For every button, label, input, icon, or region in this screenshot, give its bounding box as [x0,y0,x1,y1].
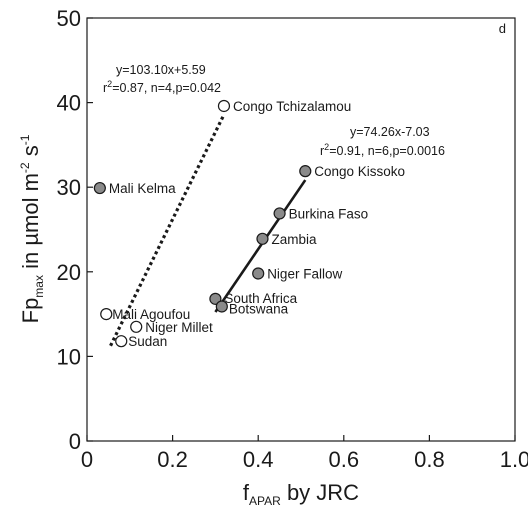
point-label: Botswana [229,301,289,316]
x-axis-ticks: 0 0.2 0.4 0.6 0.8 1.0 [81,435,528,472]
point-label: Zambia [271,232,317,247]
y-tick-label: 50 [57,6,81,31]
data-point [256,232,269,245]
data-point [299,165,312,178]
data-point [273,207,286,220]
y-tick-label: 40 [57,91,81,116]
point-label: Burkina Faso [289,206,369,221]
point-label: Mali Agoufou [112,307,190,322]
y-axis-ticks: 0 10 20 30 40 50 [57,6,93,454]
x-tick-label: 1.0 [500,447,528,472]
point-label: Sudan [128,334,167,349]
data-point [252,267,265,280]
y-tick-label: 30 [57,175,81,200]
data-point [93,181,106,195]
data-points [93,99,312,348]
panel-label: d [499,21,506,36]
point-label: Congo Tchizalamou [233,99,351,114]
data-point [130,320,143,333]
point-label: South Africa [224,291,297,306]
x-axis-title: fAPAR by JRC [243,480,359,508]
stats-dotted: r2=0.87, n=4,p=0.042 [103,79,221,95]
data-point [217,99,231,113]
y-tick-label: 20 [57,260,81,285]
x-tick-label: 0.2 [157,447,188,472]
x-tick-label: 0.4 [243,447,274,472]
x-tick-label: 0.8 [414,447,445,472]
x-tick-label: 0.6 [329,447,360,472]
y-tick-label: 0 [69,429,81,454]
x-tick-label: 0 [81,447,93,472]
data-point [100,308,113,321]
data-point [115,335,128,348]
point-label: Mali Kelma [109,181,176,196]
y-axis-title: Fpmax in µmol m-2 s-1 [18,134,46,323]
point-label: Niger Fallow [267,266,342,281]
equation-dotted: y=103.10x+5.59 [116,63,206,77]
regression-lines [109,113,307,347]
plot-frame [86,17,516,442]
point-label: Niger Millet [145,320,213,335]
data-point [215,300,228,313]
y-tick-label: 10 [57,344,81,369]
stats-solid: r2=0.91, n=6,p=0.0016 [320,142,445,158]
point-label: Congo Kissoko [314,164,405,179]
regression-line-dotted [109,113,226,347]
equation-solid: y=74.26x-7.03 [350,125,430,139]
regression-line-solid [214,179,307,313]
